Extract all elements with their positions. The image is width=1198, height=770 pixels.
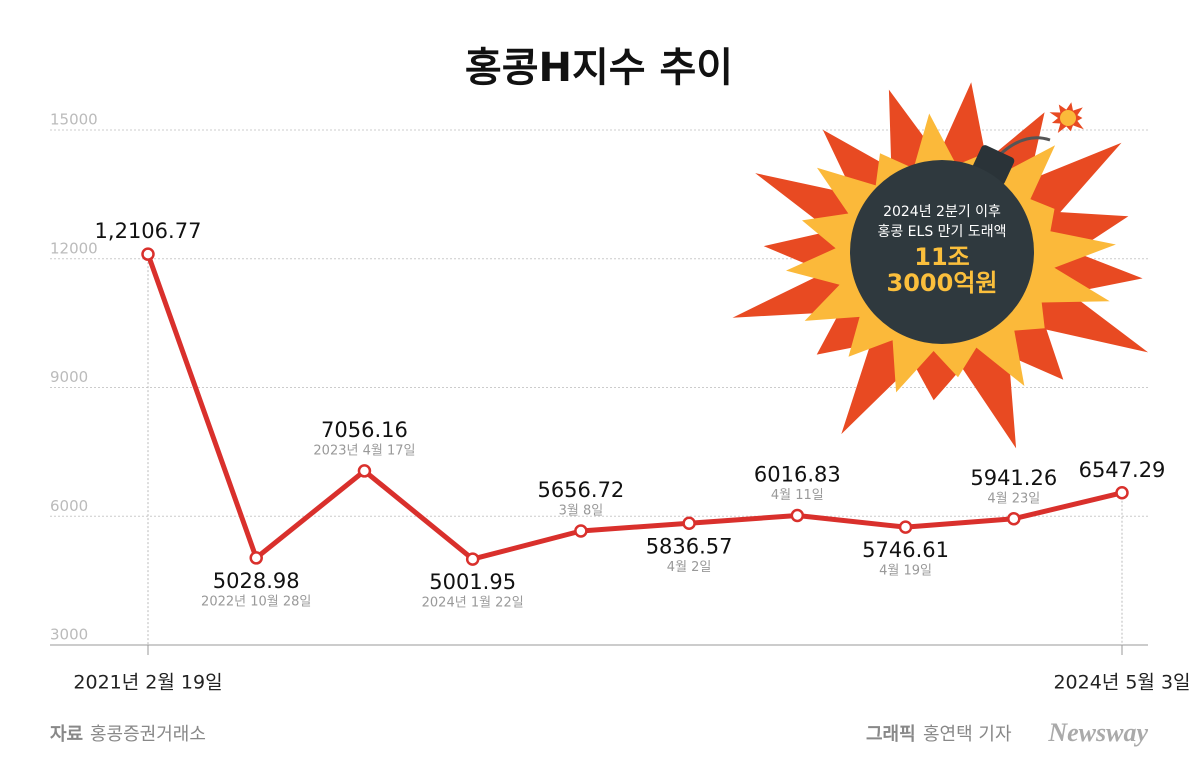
point [465,552,480,566]
grid: 3000 6000 9000 12000 15000 [50,111,1148,644]
source-label: 자료 [50,724,83,745]
point [682,516,696,531]
x-tick-label: 2024년 5월 3일 [1053,672,1190,694]
source: 홍콩증권거래소 [90,724,206,745]
bomb [850,160,1034,344]
brand: Newsway [1047,718,1148,747]
y-tick-label: 6000 [50,497,88,515]
value-label: 5836.57 [646,534,733,558]
credit: 홍연택 기자 [923,724,1012,745]
date-label: 3월 8일 [559,503,604,518]
point [357,464,372,478]
value-label: 6016.83 [754,463,841,487]
explosion-graphic: 2024년 2분기 이후 홍콩 ELS 만기 도래액 11조 3000억원 [732,82,1149,449]
annotation-text: 홍콩 ELS 만기 도래액 [877,224,1006,240]
date-label: 2023년 4월 17일 [313,443,415,458]
point [141,247,155,261]
date-label: 4월 19일 [879,564,932,579]
value-label: 6547.29 [1079,458,1166,482]
value-label: 5656.72 [537,478,624,502]
annotation-text: 2024년 2분기 이후 [883,204,1001,220]
annotation-value: 11조 [914,243,969,271]
value-label: 1,2106.77 [95,219,202,243]
date-label: 4월 2일 [667,560,712,575]
point [574,524,588,538]
date-label: 2024년 1월 22일 [422,596,524,611]
date-label: 2022년 10월 28일 [201,594,311,609]
value-label: 7056.16 [321,418,408,442]
value-label: 5941.26 [970,466,1057,490]
annotation-value: 3000억원 [887,269,998,297]
point [790,508,805,523]
value-label: 5746.61 [862,538,949,562]
credit-label: 그래픽 [866,724,916,745]
chart-title: 홍콩H지수 추이 [465,45,733,91]
point [1007,512,1021,526]
point [249,551,263,565]
y-tick-label: 3000 [50,626,88,644]
spark-core [1060,110,1076,126]
point [898,520,913,534]
date-label: 4월 23일 [987,491,1040,506]
value-label: 5028.98 [213,569,300,593]
date-label: 4월 11일 [771,488,824,503]
x-tick-label: 2021년 2월 19일 [73,672,222,694]
line [145,253,1123,562]
y-tick-label: 9000 [50,368,88,386]
y-tick-label: 12000 [50,239,98,257]
point [1115,486,1129,500]
y-tick-label: 15000 [50,111,98,129]
value-label: 5001.95 [429,570,516,594]
